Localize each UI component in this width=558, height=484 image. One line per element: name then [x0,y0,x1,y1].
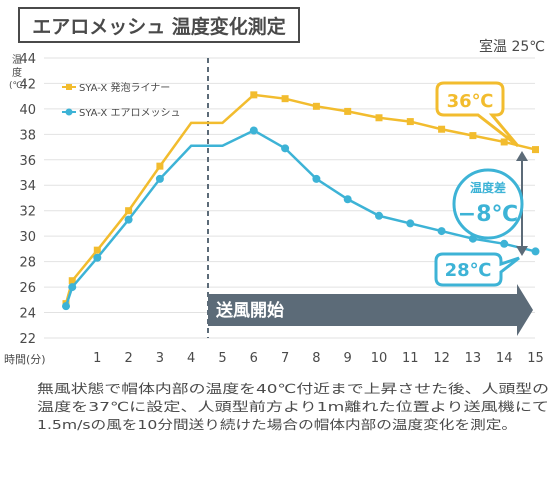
data-point-foam [344,107,352,115]
difference-value: −8℃ [458,202,518,227]
data-point-aeromesh [375,211,383,220]
data-point-foam [125,207,133,215]
callout-high-text: 36℃ [447,91,494,112]
data-point-aeromesh [281,144,290,153]
callout-high: 36℃ [435,81,520,148]
y-axis-label-char-2: 度 [12,66,22,79]
data-point-foam [438,125,446,133]
x-tick-label: 4 [187,351,195,366]
data-point-aeromesh [93,253,102,262]
series-group [62,91,540,311]
legend-marker-foam [66,84,72,90]
legend-marker-aeromesh [65,108,73,116]
x-tick-label: 6 [250,351,258,366]
y-tick-label: 28 [19,256,36,271]
difference-label: 温度差 [470,180,506,195]
x-tick-label: 14 [496,351,513,366]
y-tick-label: 34 [19,179,36,194]
x-tick-label: 5 [218,351,226,366]
data-point-foam [68,277,76,285]
y-tick-label: 36 [19,154,36,169]
x-tick-label: 1 [93,351,101,366]
x-tick-label: 7 [281,351,289,366]
airflow-banner-arrow [208,284,533,336]
data-point-foam [250,91,258,99]
room-temperature: 室温 25℃ [479,38,545,55]
difference-badge [452,168,524,240]
x-tick-label: 9 [344,351,352,366]
data-point-foam [93,246,101,254]
difference-arrow-up [516,151,528,161]
data-point-aeromesh [343,195,352,204]
caption-line-3: 1.5m/sの風を10分間送り続けた場合の帽体内部の温度変化を測定。 [37,417,517,432]
legend: SYA-X 発泡ライナー SYA-X エアロメッシュ [62,81,180,119]
x-tick-label: 2 [124,351,132,366]
data-point-aeromesh [531,247,540,256]
airflow-banner-label: 送風開始 [216,300,284,321]
y-tick-label: 22 [19,332,36,347]
y-tick-labels: 22 24 26 28 30 32 34 36 38 40 42 44 [19,52,36,347]
y-tick-label: 38 [19,128,36,143]
x-tick-label: 11 [402,351,419,366]
data-point-aeromesh [155,174,164,183]
x-axis-label: 時間(分) [4,353,46,366]
x-tick-label: 13 [465,351,482,366]
y-tick-label: 30 [19,230,36,245]
caption: 無風状態で帽体内部の温度を40℃付近まで上昇させた後、人頭型の 温度を37℃に設… [37,381,549,432]
chart-title: エアロメッシュ 温度変化測定 [32,15,286,38]
callout-low-text: 28℃ [445,260,492,281]
data-point-aeromesh [68,283,77,292]
data-point-foam [281,95,289,103]
x-tick-label: 8 [312,351,320,366]
caption-line-2: 温度を37℃に設定、人頭型前方より1m離れた位置より送風機にて [37,399,549,414]
data-point-aeromesh [249,126,258,135]
x-tick-label: 12 [433,351,450,366]
data-point-aeromesh [437,227,446,236]
difference-indicator: 温度差 −8℃ [452,151,528,256]
y-axis-label-unit: (℃) [9,81,26,91]
data-point-foam [532,146,539,154]
y-tick-label: 40 [19,103,36,118]
y-tick-label: 24 [19,307,36,322]
data-point-foam [406,118,414,126]
y-tick-label: 42 [19,77,36,92]
title-box [18,7,300,43]
data-point-aeromesh [500,239,509,248]
data-point-aeromesh [124,215,133,224]
x-tick-labels: 1 2 3 4 5 6 7 8 9 10 11 12 13 14 15 [93,351,544,366]
data-point-foam [500,138,508,146]
x-tick-label: 10 [371,351,388,366]
data-point-aeromesh [406,219,415,228]
legend-label-foam: SYA-X 発泡ライナー [79,81,170,94]
data-point-foam [375,114,383,122]
data-point-aeromesh [312,174,321,183]
callout-high-bubble [435,81,520,148]
y-axis-label-char-1: 温 [12,54,22,66]
difference-arrow-down [516,246,528,256]
legend-label-aeromesh: SYA-X エアロメッシュ [79,108,180,119]
caption-line-1: 無風状態で帽体内部の温度を40℃付近まで上昇させた後、人頭型の [37,381,549,396]
x-tick-label: 3 [156,351,164,366]
callout-low: 28℃ [434,252,520,287]
data-point-foam [312,102,320,110]
x-tick-label: 15 [527,351,544,366]
y-tick-label: 32 [19,205,36,220]
data-point-foam [156,162,164,170]
y-axis-label: 温 度 (℃) [9,54,26,91]
y-tick-label: 26 [19,281,36,296]
y-tick-label: 44 [19,52,36,67]
data-point-foam [469,132,477,140]
data-point-aeromesh [62,302,70,311]
callout-low-bubble [434,252,520,287]
